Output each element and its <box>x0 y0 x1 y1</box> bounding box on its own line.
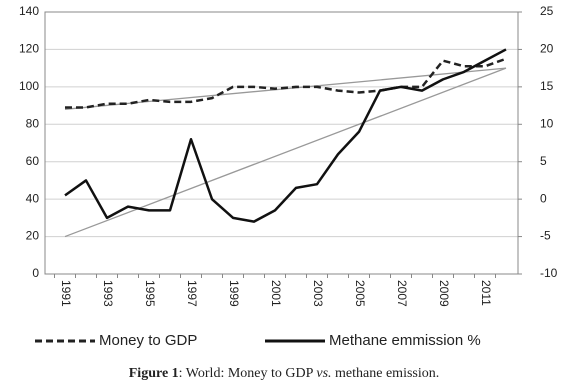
y-tick-label: 80 <box>26 116 40 130</box>
x-tick-label: 2001 <box>269 280 283 307</box>
y2-tick-label: -5 <box>540 229 551 243</box>
caption-text: vs. <box>316 366 331 381</box>
caption-text: : World: Money to GDP <box>179 366 317 381</box>
x-tick-label: 2007 <box>395 280 409 307</box>
y-tick-label: 60 <box>26 154 40 168</box>
plot-frame <box>44 11 519 275</box>
x-tick-label: 2005 <box>353 280 367 307</box>
y2-tick-label: 10 <box>540 116 554 130</box>
series-line <box>65 57 507 109</box>
legend-label: Methane emmission % <box>329 332 481 349</box>
y-tick-label: 100 <box>19 79 39 93</box>
x-tick-label: 2011 <box>479 280 493 306</box>
x-tick-label: 1999 <box>227 280 241 307</box>
series-line <box>64 48 507 223</box>
y-tick-label: 20 <box>26 229 40 243</box>
x-tick-label: 1993 <box>101 280 115 307</box>
caption: Figure 1: World: Money to GDP vs. methan… <box>129 366 440 381</box>
caption-text: methane emission. <box>332 366 440 381</box>
x-tick-label: 1991 <box>59 280 73 307</box>
y2-tick-label: 5 <box>540 154 547 168</box>
x-tick-label: 2003 <box>311 280 325 307</box>
y-tick-label: 0 <box>32 266 39 280</box>
y2-tick-label: 0 <box>540 191 547 205</box>
y-tick-label: 120 <box>19 42 39 56</box>
y2-tick-label: 20 <box>540 42 554 56</box>
y2-tick-label: 15 <box>540 79 554 93</box>
x-tick-label: 1997 <box>185 280 199 307</box>
y2-tick-label: -10 <box>540 266 558 280</box>
x-tick-label: 2009 <box>437 280 451 307</box>
legend-label: Money to GDP <box>99 332 197 349</box>
x-tick-label: 1995 <box>143 280 157 307</box>
caption-label: Figure 1 <box>129 366 179 381</box>
y2-tick-label: 25 <box>540 4 554 18</box>
y-tick-label: 40 <box>26 191 40 205</box>
y-tick-label: 140 <box>19 4 39 18</box>
